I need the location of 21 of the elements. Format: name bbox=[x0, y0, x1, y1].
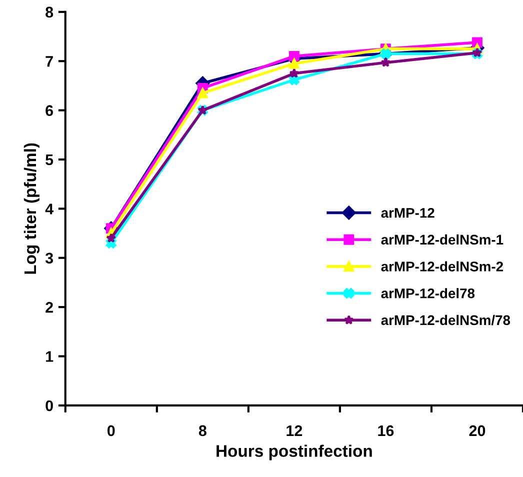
y-tick-label: 4 bbox=[45, 204, 54, 214]
x-tick-label: 0 bbox=[107, 425, 115, 436]
legend-label: arMP-12-delNSm-2 bbox=[381, 261, 503, 272]
x-tick-label: 8 bbox=[198, 425, 206, 436]
y-tick-label: 0 bbox=[46, 400, 53, 412]
y-tick-label: 3 bbox=[45, 252, 54, 264]
legend-label: arMP-12-del78 bbox=[381, 288, 475, 298]
legend-label: arMP-12-delNSm-1 bbox=[381, 234, 504, 245]
y-tick-label: 6 bbox=[46, 105, 54, 116]
y-tick-label: 7 bbox=[46, 56, 53, 67]
legend-label: arMP-12 bbox=[381, 208, 434, 218]
x-axis-title: Hours postinfection bbox=[216, 444, 372, 460]
y-tick-label: 1 bbox=[46, 351, 54, 362]
x-tick-label: 12 bbox=[286, 425, 302, 436]
y-tick-label: 5 bbox=[46, 154, 54, 166]
x-tick-label: 16 bbox=[378, 425, 394, 436]
y-tick-label: 8 bbox=[46, 6, 54, 18]
x-tick-label: 20 bbox=[469, 425, 486, 436]
y-tick-label: 2 bbox=[46, 302, 53, 313]
legend-label: arMP-12-delNSm/78 bbox=[381, 314, 510, 326]
y-axis-title: Log titer (pfu/ml) bbox=[24, 143, 40, 274]
